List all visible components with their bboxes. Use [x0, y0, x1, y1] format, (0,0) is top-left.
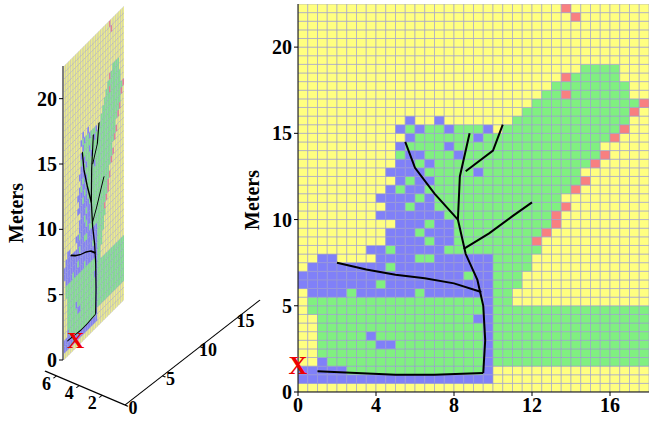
- svg-text:8: 8: [449, 394, 459, 416]
- svg-text:20: 20: [37, 88, 57, 110]
- html-text:Meters: Meters: [5, 183, 27, 243]
- svg-text:0: 0: [129, 398, 138, 418]
- svg-text:16: 16: [600, 394, 620, 416]
- svg-text:20: 20: [272, 36, 292, 58]
- svg-text:10: 10: [37, 218, 57, 240]
- svg-text:6: 6: [42, 374, 51, 394]
- svg-text:15: 15: [37, 153, 57, 175]
- svg-text:5: 5: [282, 295, 292, 317]
- svg-text:4: 4: [371, 394, 381, 416]
- svg-text:4: 4: [65, 383, 74, 403]
- svg-text:0: 0: [282, 381, 292, 403]
- html-text:Meters: Meters: [241, 170, 263, 230]
- svg-text:0: 0: [47, 349, 57, 371]
- svg-text:2: 2: [88, 393, 97, 413]
- svg-text:X: X: [289, 351, 308, 380]
- svg-text:0: 0: [293, 394, 303, 416]
- svg-text:5: 5: [47, 284, 57, 306]
- svg-text:15: 15: [237, 311, 255, 331]
- svg-text:10: 10: [199, 340, 217, 360]
- svg-text:5: 5: [166, 369, 175, 389]
- svg-text:15: 15: [272, 122, 292, 144]
- svg-text:10: 10: [272, 209, 292, 231]
- svg-text:12: 12: [522, 394, 542, 416]
- svg-text:X: X: [67, 327, 85, 353]
